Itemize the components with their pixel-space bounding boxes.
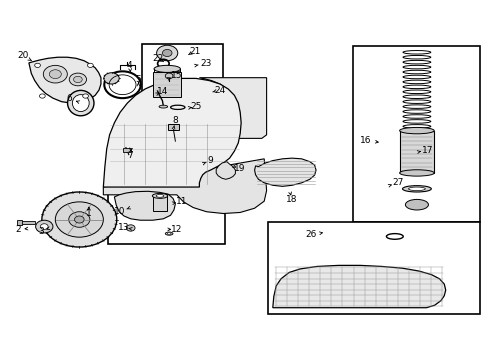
Text: 8: 8 [172,116,178,125]
Polygon shape [142,44,223,113]
Polygon shape [255,158,316,186]
Text: 19: 19 [234,164,245,173]
Ellipse shape [405,199,428,210]
Circle shape [162,49,172,57]
Text: 15: 15 [171,71,183,80]
Polygon shape [29,57,101,103]
Text: 11: 11 [176,197,187,206]
Text: 2: 2 [16,225,21,234]
Text: 20: 20 [18,51,29,60]
Text: 13: 13 [118,223,130,232]
Text: 7: 7 [127,151,133,160]
Ellipse shape [152,193,168,198]
Circle shape [69,73,87,86]
Text: 26: 26 [306,230,317,239]
Circle shape [157,45,178,61]
Bar [19,221,35,224]
Ellipse shape [400,127,434,134]
Bar [400,131,434,173]
Text: 3: 3 [38,227,44,236]
Text: 21: 21 [189,47,200,56]
Text: 22: 22 [152,54,163,63]
Text: 23: 23 [200,59,211,68]
Text: 25: 25 [190,102,202,111]
Bar [17,220,22,225]
Ellipse shape [156,194,164,197]
Circle shape [43,66,67,83]
Text: 16: 16 [360,136,372,145]
Text: 10: 10 [114,207,126,216]
Bar [168,124,179,130]
Polygon shape [114,191,175,220]
Circle shape [49,70,61,78]
Polygon shape [103,78,241,187]
Text: 1: 1 [86,209,92,218]
Text: 12: 12 [171,225,182,234]
Text: 17: 17 [422,145,433,154]
Ellipse shape [73,95,89,112]
Ellipse shape [400,170,434,176]
Ellipse shape [165,232,173,235]
Polygon shape [273,265,446,308]
Text: 9: 9 [208,156,213,165]
Circle shape [55,202,103,237]
Circle shape [69,212,90,227]
Ellipse shape [68,90,94,116]
Polygon shape [268,222,480,314]
Ellipse shape [154,65,180,72]
Bar [153,194,167,211]
Ellipse shape [402,186,431,192]
Text: 27: 27 [392,178,403,187]
Circle shape [35,63,41,67]
Circle shape [74,216,84,223]
Circle shape [40,94,45,98]
Text: 18: 18 [286,195,298,204]
Text: 5: 5 [136,75,141,84]
Circle shape [104,73,119,84]
Polygon shape [199,78,267,138]
Circle shape [126,225,135,231]
Polygon shape [108,190,225,243]
Circle shape [41,224,48,229]
Ellipse shape [159,105,168,108]
Circle shape [36,220,53,233]
Text: 24: 24 [215,86,226,95]
Ellipse shape [409,187,425,190]
Polygon shape [353,46,480,222]
Circle shape [74,76,82,83]
Bar [122,148,131,152]
Circle shape [165,73,173,79]
Ellipse shape [167,233,171,234]
Polygon shape [103,159,267,213]
Circle shape [83,94,89,98]
Polygon shape [216,162,235,179]
Circle shape [88,63,93,67]
Text: 6: 6 [67,94,73,103]
Text: 14: 14 [157,87,168,96]
Bar [153,72,181,97]
Text: 4: 4 [127,61,133,70]
Circle shape [42,192,117,247]
